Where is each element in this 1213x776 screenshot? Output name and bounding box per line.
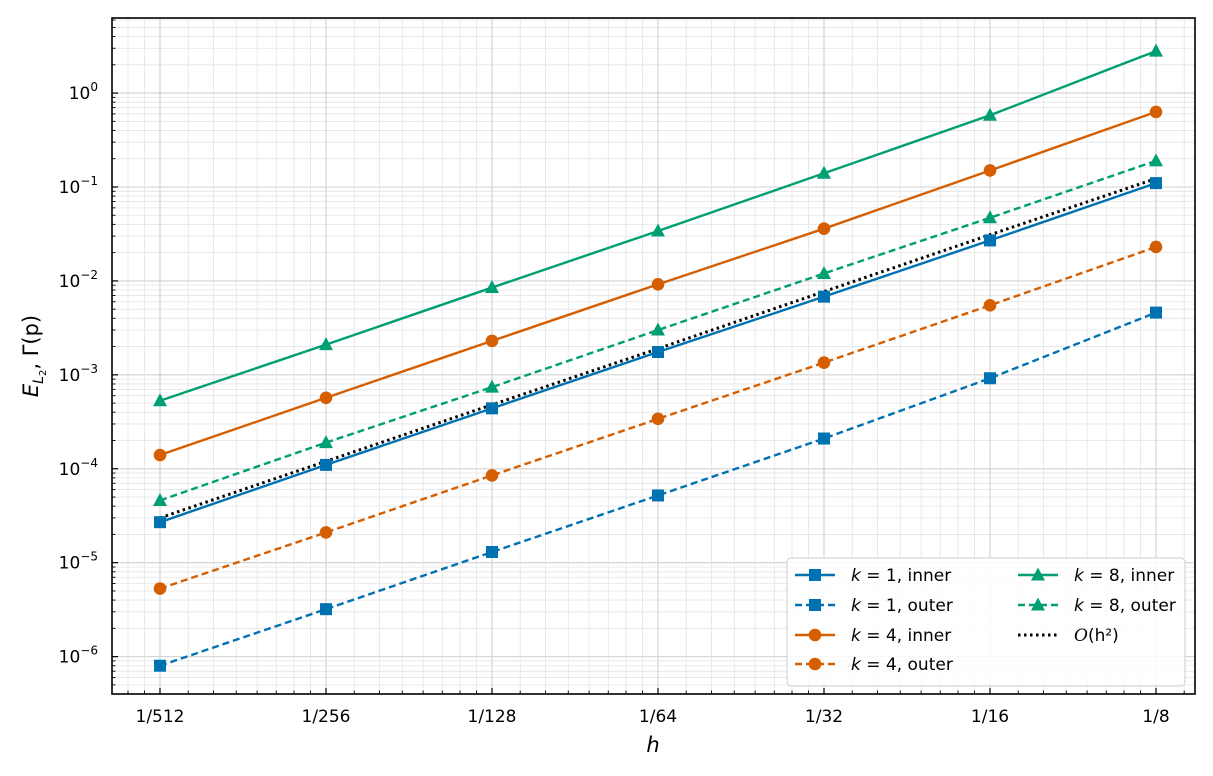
data-point [651, 322, 665, 336]
y-tick-label: 10−5 [59, 550, 98, 574]
series-1 [154, 306, 1162, 672]
series-2 [153, 105, 1163, 462]
x-tick-label: 1/16 [971, 707, 1009, 727]
axis-ticks [112, 19, 1185, 695]
data-point [319, 337, 333, 351]
y-tick-label: 10−6 [59, 644, 98, 668]
series-4 [153, 43, 1163, 407]
x-axis-label: h [646, 733, 659, 757]
y-axis-label: EL2, Γ(p) [19, 315, 49, 397]
series-5 [153, 153, 1163, 506]
data-point [817, 165, 831, 179]
x-tick-label: 1/8 [1142, 707, 1169, 727]
legend-label: k = 1, outer [851, 596, 953, 616]
series-0 [154, 177, 1162, 529]
legend-label: k = 1, inner [851, 566, 951, 586]
data-point [983, 107, 997, 121]
plot-frame [111, 17, 1196, 695]
data-point [652, 346, 664, 359]
data-point [485, 280, 499, 294]
legend-label: k = 4, inner [851, 626, 951, 646]
legend-marker [1031, 567, 1045, 581]
legend-label: k = 8, inner [1074, 566, 1174, 586]
data-point [1149, 105, 1163, 119]
data-point [319, 391, 333, 405]
data-point [983, 164, 997, 177]
data-point [817, 356, 831, 369]
data-point [319, 435, 333, 449]
x-tick-label: 1/512 [136, 707, 185, 727]
data-point [153, 582, 167, 595]
y-tick-labels: 10−6 10−5 10−4 10−3 10−2 10−1 100 [59, 80, 98, 668]
y-tick-label: 10−2 [59, 268, 98, 292]
legend-label: O(h²) [1074, 626, 1119, 646]
data-point [984, 234, 996, 247]
data-point [1149, 43, 1163, 57]
data-point [320, 603, 332, 616]
data-point [652, 489, 664, 502]
data-point [486, 545, 498, 558]
data-point [817, 265, 831, 279]
x-tick-label: 1/128 [468, 707, 517, 727]
series-3 [153, 240, 1163, 595]
legend-marker [808, 628, 822, 642]
x-tick-label: 1/64 [639, 707, 677, 727]
data-point [320, 458, 332, 471]
x-tick-label: 1/32 [805, 707, 843, 727]
y-tick-label: 10−1 [59, 174, 98, 198]
legend-label: k = 4, outer [851, 655, 953, 675]
y-tick-label: 100 [69, 80, 98, 104]
legend-marker [809, 569, 821, 581]
data-point [651, 223, 665, 237]
y-tick-label: 10−4 [59, 456, 98, 480]
data-point [319, 526, 333, 539]
x-tick-labels: 1/512 1/256 1/128 1/64 1/32 1/16 1/8 [136, 707, 1170, 727]
legend-marker [809, 599, 821, 611]
legend: k = 1, inner k = 8, inner k = 1, outer k = … [786, 557, 1186, 687]
data-point [983, 299, 997, 312]
data-point [153, 393, 167, 407]
data-point [153, 492, 167, 506]
series-group [153, 43, 1163, 672]
data-point [1150, 306, 1162, 319]
y-tick-label: 10−3 [59, 362, 98, 386]
data-point [154, 516, 166, 529]
data-point [817, 222, 831, 235]
data-point [651, 278, 665, 291]
data-point [485, 469, 499, 482]
data-point [983, 210, 997, 224]
data-point [153, 448, 167, 462]
data-point [818, 432, 830, 445]
data-point [818, 290, 830, 303]
data-point [154, 659, 166, 672]
data-point [651, 412, 665, 426]
data-point [486, 402, 498, 415]
legend-marker [808, 657, 822, 671]
legend-box [786, 557, 1186, 687]
data-point [485, 334, 499, 348]
legend-label: k = 8, outer [1074, 596, 1176, 616]
data-point [1149, 153, 1163, 167]
data-point [984, 372, 996, 385]
data-point [485, 379, 499, 393]
x-tick-label: 1/256 [302, 707, 351, 727]
data-point [1150, 177, 1162, 190]
data-point [1149, 240, 1163, 254]
legend-marker [1031, 597, 1045, 611]
